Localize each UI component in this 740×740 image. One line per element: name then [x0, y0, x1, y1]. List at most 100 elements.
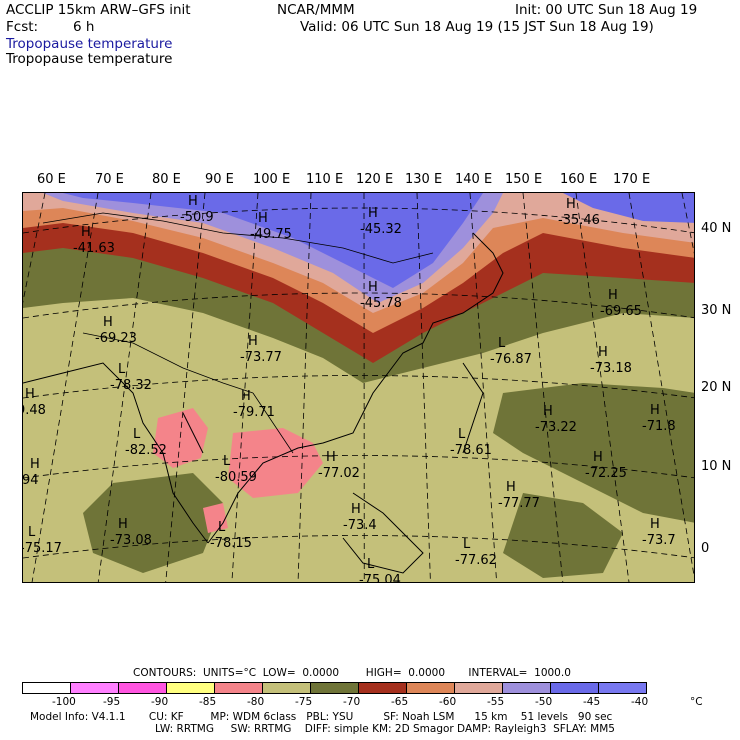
grid-meridian [628, 193, 694, 578]
marker-type: H [650, 403, 660, 418]
longitude-label: 60 E [37, 172, 66, 187]
legend-color-box [598, 682, 647, 694]
legend-color-box [214, 682, 263, 694]
patch-olive-1 [493, 383, 694, 523]
marker-value: -41.63 [73, 241, 115, 256]
high-marker: H9.48 [23, 387, 46, 418]
longitude-label: 100 E [253, 172, 291, 187]
marker-type: H [593, 450, 603, 465]
marker-type: H [258, 211, 268, 226]
model-title: ACCLIP 15km ARW–GFS init [6, 2, 191, 18]
low-marker: L-82.52 [125, 427, 167, 458]
marker-type: H [25, 387, 35, 402]
marker-type: L [463, 537, 471, 552]
high-marker: H-79.71 [233, 389, 275, 420]
latitude-label: 20 N [701, 380, 732, 395]
grid-meridian [97, 193, 152, 582]
grid-meridian [231, 193, 259, 582]
legend-tick-label: -80 [247, 696, 265, 708]
cold-patch-1 [153, 408, 208, 468]
valid-time: Valid: 06 UTC Sun 18 Aug 19 (15 JST Sun … [300, 19, 654, 35]
marker-value: -78.61 [450, 443, 492, 458]
marker-type: L [498, 336, 506, 351]
forecast-hours: 6 h [73, 19, 95, 35]
marker-type: L [367, 557, 375, 572]
marker-value: -75.17 [23, 541, 62, 556]
legend-tick-label: -100 [52, 696, 76, 708]
map-svg: H-50.9H-41.63H-49.75H-45.32H-35.46H-45.7… [23, 193, 694, 582]
marker-type: L [218, 520, 226, 535]
high-marker: H-77.02 [318, 450, 360, 481]
marker-value: -35.46 [558, 213, 600, 228]
map-panel: H -50.9 H -41.63 H -49.75 H -45.32 H -35.46 H -45.7… [22, 192, 695, 583]
marker-type: H [368, 206, 378, 221]
longitude-label: 110 E [306, 172, 344, 187]
marker-type: L [458, 427, 466, 442]
marker-type: L [223, 454, 231, 469]
low-marker: L-80.59 [215, 454, 257, 485]
legend-color-box [406, 682, 455, 694]
marker-type: H [81, 225, 91, 240]
marker-type: L [133, 427, 141, 442]
latitude-label: 40 N [701, 221, 732, 236]
grid-meridian [575, 193, 630, 582]
legend-color-box [454, 682, 503, 694]
legend-color-box [22, 682, 71, 694]
marker-type: H [598, 345, 608, 360]
marker-value: -69.23 [95, 331, 137, 346]
marker-type: H [351, 502, 361, 517]
longitude-label: 170 E [613, 172, 651, 187]
high-marker: H-73.7 [642, 517, 676, 548]
coastline [182, 412, 204, 454]
high-marker: H94 [23, 457, 40, 488]
high-marker: H-45.78 [360, 280, 402, 311]
coastline [462, 362, 484, 454]
legend-tick-label: -70 [343, 696, 361, 708]
legend-tick-label: -50 [535, 696, 553, 708]
marker-value: -45.32 [360, 222, 402, 237]
legend-color-box [310, 682, 359, 694]
grid-meridian [469, 193, 498, 582]
marker-type: L [118, 362, 126, 377]
marker-type: H [188, 194, 198, 209]
marker-type: H [326, 450, 336, 465]
marker-type: H [103, 315, 113, 330]
longitude-label: 130 E [405, 172, 443, 187]
legend-tick-label: -40 [631, 696, 649, 708]
longitude-label: 120 E [356, 172, 394, 187]
marker-value: -71.8 [642, 419, 676, 434]
init-time: Init: 00 UTC Sun 18 Aug 19 [515, 2, 698, 18]
latitude-label: 10 N [701, 459, 732, 474]
high-marker: H-73.77 [240, 334, 282, 365]
grid-meridian [31, 193, 99, 582]
border-line [82, 332, 254, 394]
marker-value: -73.08 [110, 533, 152, 548]
grid-meridian [297, 193, 312, 582]
marker-type: H [608, 288, 618, 303]
marker-value: -76.87 [490, 352, 532, 367]
low-marker: L-78.15 [210, 520, 252, 551]
band-blue-ne [563, 193, 694, 223]
legend-color-box [166, 682, 215, 694]
longitude-label: 140 E [455, 172, 493, 187]
marker-value: -45.78 [360, 296, 402, 311]
legend-tick-label: -65 [391, 696, 409, 708]
marker-type: H [368, 280, 378, 295]
legend-tick-label: -55 [487, 696, 505, 708]
marker-value: 9.48 [23, 403, 46, 418]
high-marker: H-77.77 [498, 480, 540, 511]
marker-value: -49.75 [250, 227, 292, 242]
legend-color-box [502, 682, 551, 694]
marker-type: H [30, 457, 40, 472]
marker-value: -78.15 [210, 536, 252, 551]
marker-value: -73.77 [240, 350, 282, 365]
latitude-label: 30 N [701, 303, 732, 318]
field-title: Tropopause temperature [6, 51, 173, 67]
high-marker: H-50.9 [180, 194, 214, 225]
grid-meridian [165, 193, 206, 582]
marker-value: -82.52 [125, 443, 167, 458]
high-marker: H-73.08 [110, 517, 152, 548]
coastline [342, 492, 424, 574]
legend-tick-label: -60 [439, 696, 457, 708]
legend-color-box [70, 682, 119, 694]
